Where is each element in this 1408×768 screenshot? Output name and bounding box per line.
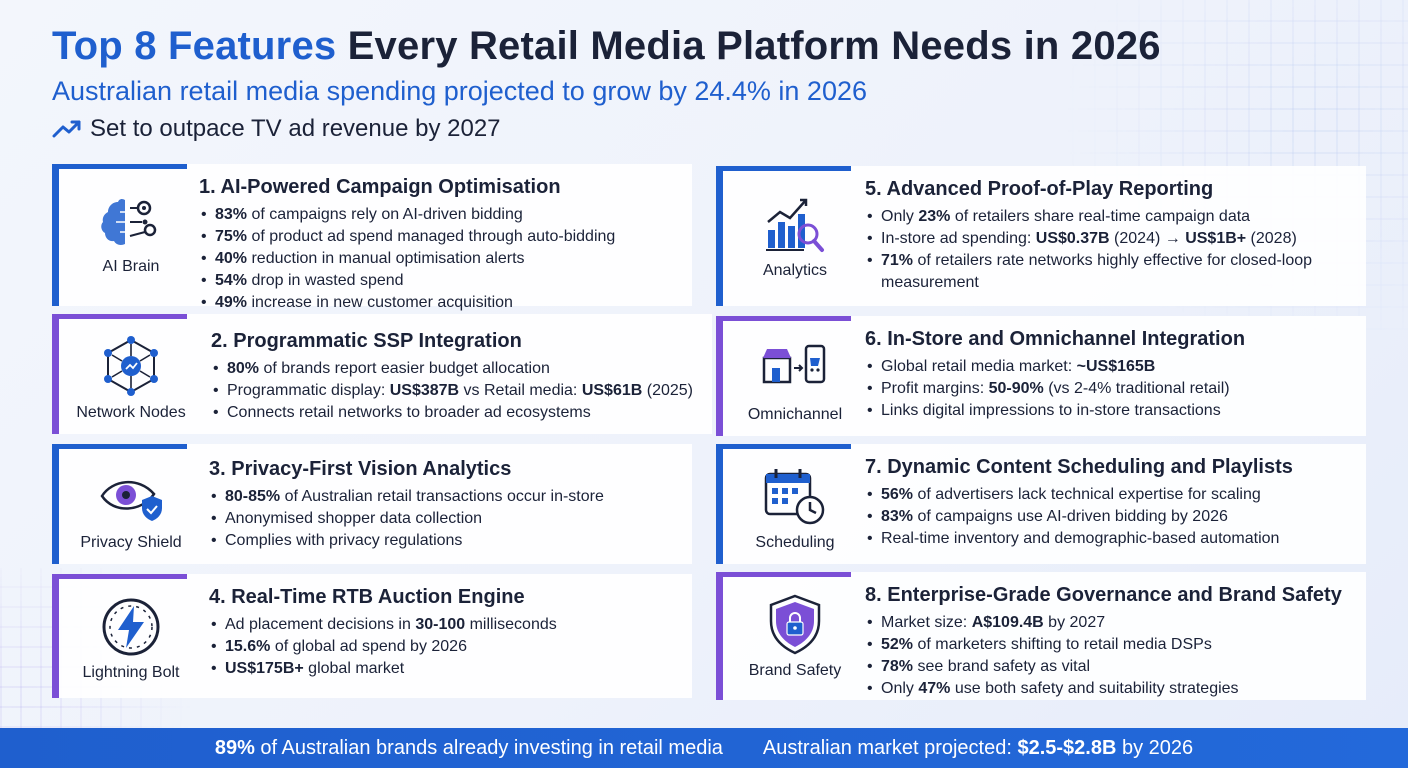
title-rest: Every Retail Media Platform Needs in 202… (347, 24, 1161, 68)
list-item: 54% drop in wasted spend (199, 270, 684, 292)
feature-card-4: Lightning Bolt 4. Real-Time RTB Auction … (52, 574, 692, 698)
list-item: US$175B+ global market (209, 658, 684, 680)
list-item: Only 47% use both safety and suitability… (865, 678, 1358, 700)
feature-bullets: 80% of brands report easier budget alloc… (211, 358, 704, 424)
list-item: Connects retail networks to broader ad e… (211, 402, 704, 424)
network-nodes-icon (104, 336, 158, 396)
trend-line: Set to outpace TV ad revenue by 2027 (52, 114, 1348, 144)
list-item: 52% of marketers shifting to retail medi… (865, 634, 1358, 656)
list-item: 71% of retailers rate networks highly ef… (865, 250, 1358, 294)
list-item: 80% of brands report easier budget alloc… (211, 358, 704, 380)
list-item: Complies with privacy regulations (209, 530, 684, 552)
page-subtitle: Australian retail media spending project… (52, 76, 867, 106)
feature-card-6: Omnichannel 6. In-Store and Omnichannel … (716, 316, 1366, 436)
icon-label: Scheduling (755, 534, 835, 551)
list-item: Profit margins: 50-90% (vs 2-4% traditio… (865, 378, 1358, 400)
scheduling-icon (764, 469, 825, 525)
feature-title: 6. In-Store and Omnichannel Integration (865, 328, 1246, 350)
list-item: 83% of campaigns use AI-driven bidding b… (865, 506, 1358, 528)
feature-bullets: 83% of campaigns rely on AI-driven biddi… (199, 204, 684, 314)
trending-up-icon (52, 120, 81, 138)
feature-bullets: 56% of advertisers lack technical expert… (865, 484, 1358, 550)
feature-card-8: Brand Safety 8. Enterprise-Grade Governa… (716, 572, 1366, 700)
list-item: Market size: A$109.4B by 2027 (865, 612, 1358, 634)
feature-title: 3. Privacy-First Vision Analytics (209, 458, 512, 480)
lightning-bolt-icon (102, 598, 160, 656)
icon-label: Lightning Bolt (82, 664, 180, 681)
feature-title: 5. Advanced Proof-of-Play Reporting (865, 178, 1214, 200)
feature-title: 2. Programmatic SSP Integration (211, 330, 522, 352)
list-item: Real-time inventory and demographic-base… (865, 528, 1358, 550)
feature-title: 8. Enterprise-Grade Governance and Brand… (865, 584, 1342, 606)
list-item: Programmatic display: US$387B vs Retail … (211, 380, 704, 402)
feature-card-3: Privacy Shield 3. Privacy-First Vision A… (52, 444, 692, 564)
list-item: 83% of campaigns rely on AI-driven biddi… (199, 204, 684, 226)
footer-left-stat: 89% of Australian brands already investi… (214, 736, 723, 759)
list-item: Global retail media market: ~US$165B (865, 356, 1358, 378)
list-item: Only 23% of retailers share real-time ca… (865, 206, 1358, 228)
list-item: Anonymised shopper data collection (209, 508, 684, 530)
analytics-icon (766, 198, 824, 252)
icon-label: Privacy Shield (80, 534, 182, 551)
list-item: Ad placement decisions in 30-100 millise… (209, 614, 684, 636)
list-item: Links digital impressions to in-store tr… (865, 400, 1358, 422)
list-item: 78% see brand safety as vital (865, 656, 1358, 678)
footer-right-stat: Australian market projected: $2.5-$2.8B … (762, 736, 1194, 759)
footer-banner: 89% of Australian brands already investi… (0, 728, 1408, 768)
trend-text: Set to outpace TV ad revenue by 2027 (90, 115, 501, 142)
list-item: 49% increase in new customer acquisition (199, 292, 684, 314)
icon-label: Brand Safety (748, 662, 842, 679)
page-title: Top 8 Features Every Retail Media Platfo… (52, 22, 1348, 70)
list-item: 56% of advertisers lack technical expert… (865, 484, 1358, 506)
list-item: 15.6% of global ad spend by 2026 (209, 636, 684, 658)
feature-card-7: Scheduling 7. Dynamic Content Scheduling… (716, 444, 1366, 564)
feature-title: 4. Real-Time RTB Auction Engine (209, 586, 525, 608)
feature-bullets: Market size: A$109.4B by 2027 52% of mar… (865, 612, 1358, 700)
feature-card-1: AI Brain 1. AI-Powered Campaign Optimisa… (52, 164, 692, 314)
feature-bullets: 80-85% of Australian retail transactions… (209, 486, 684, 552)
feature-title: 1. AI-Powered Campaign Optimisation (199, 176, 561, 198)
list-item: 75% of product ad spend managed through … (199, 226, 684, 248)
feature-bullets: Ad placement decisions in 30-100 millise… (209, 614, 684, 680)
list-item: In-store ad spending: US$0.37B (2024) → … (865, 228, 1358, 250)
brand-safety-icon (769, 594, 821, 655)
feature-card-5: Analytics 5. Advanced Proof-of-Play Repo… (716, 166, 1366, 306)
header: Top 8 Features Every Retail Media Platfo… (52, 22, 1348, 144)
feature-bullets: Only 23% of retailers share real-time ca… (865, 206, 1358, 294)
title-accent: Top 8 Features (52, 24, 337, 68)
icon-label: Omnichannel (747, 406, 843, 423)
feature-card-2: Network Nodes 2. Programmatic SSP Integr… (52, 314, 712, 434)
ai-brain-icon (101, 198, 157, 245)
icon-label: Analytics (762, 262, 828, 279)
privacy-shield-icon (100, 480, 162, 521)
feature-title: 7. Dynamic Content Scheduling and Playli… (865, 456, 1293, 478)
list-item: 40% reduction in manual optimisation ale… (199, 248, 684, 270)
icon-label: Network Nodes (76, 404, 186, 421)
list-item: 80-85% of Australian retail transactions… (209, 486, 684, 508)
icon-label: AI Brain (102, 258, 160, 275)
omnichannel-icon (762, 344, 826, 384)
feature-bullets: Global retail media market: ~US$165B Pro… (865, 356, 1358, 422)
